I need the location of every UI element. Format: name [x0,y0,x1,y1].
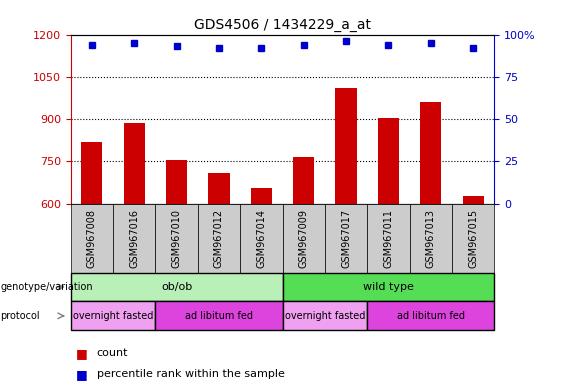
Bar [293,157,314,204]
Text: ■: ■ [76,347,88,360]
Bar [208,172,229,204]
Text: ■: ■ [76,368,88,381]
Bar [420,102,441,204]
Bar [452,204,494,273]
Text: genotype/variation: genotype/variation [1,282,93,292]
Text: percentile rank within the sample: percentile rank within the sample [97,369,285,379]
Text: wild type: wild type [363,282,414,292]
Text: GSM967012: GSM967012 [214,209,224,268]
Text: GSM967014: GSM967014 [257,209,266,268]
Text: GSM967017: GSM967017 [341,209,351,268]
Bar [251,188,272,204]
Text: protocol: protocol [1,311,40,321]
Bar [240,204,282,273]
Text: overnight fasted: overnight fasted [285,311,365,321]
Bar [81,142,102,204]
Bar [113,204,155,273]
Bar [71,273,282,301]
Bar [325,204,367,273]
Text: GSM967011: GSM967011 [384,209,393,268]
Text: GSM967008: GSM967008 [87,209,97,268]
Text: ob/ob: ob/ob [161,282,192,292]
Text: count: count [97,348,128,358]
Bar [410,204,452,273]
Text: GSM967016: GSM967016 [129,209,139,268]
Text: GSM967009: GSM967009 [299,209,308,268]
Bar [71,204,113,273]
Text: ad libitum fed: ad libitum fed [397,311,465,321]
Text: ad libitum fed: ad libitum fed [185,311,253,321]
Bar [282,301,367,330]
Bar [378,118,399,204]
Title: GDS4506 / 1434229_a_at: GDS4506 / 1434229_a_at [194,18,371,32]
Text: GSM967015: GSM967015 [468,209,478,268]
Bar [367,301,494,330]
Bar [367,204,410,273]
Bar [282,273,494,301]
Bar [155,301,282,330]
Bar [336,88,357,204]
Bar [124,123,145,204]
Text: overnight fasted: overnight fasted [73,311,153,321]
Text: GSM967010: GSM967010 [172,209,181,268]
Bar [71,301,155,330]
Bar [198,204,240,273]
Bar [463,197,484,204]
Bar [166,160,187,204]
Text: GSM967013: GSM967013 [426,209,436,268]
Bar [155,204,198,273]
Bar [282,204,325,273]
